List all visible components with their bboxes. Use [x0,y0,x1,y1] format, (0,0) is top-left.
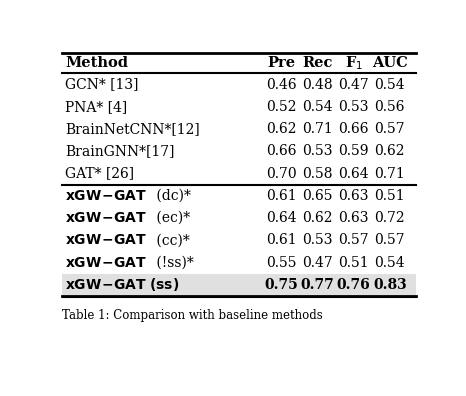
Text: (cc)*: (cc)* [152,233,190,248]
Text: 0.66: 0.66 [266,145,297,158]
Text: 0.52: 0.52 [266,100,297,114]
Text: 0.55: 0.55 [266,256,297,270]
Text: $\bf{xGW\!-\!GAT}$: $\bf{xGW\!-\!GAT}$ [65,211,147,225]
Text: 0.61: 0.61 [266,233,297,248]
Text: 0.62: 0.62 [375,145,405,158]
Text: 0.56: 0.56 [375,100,405,114]
Text: PNA* [4]: PNA* [4] [65,100,128,114]
Text: 0.59: 0.59 [338,145,369,158]
Text: $\bf{xGW\!-\!GAT}$ $\bf{(ss)}$: $\bf{xGW\!-\!GAT}$ $\bf{(ss)}$ [65,276,179,293]
Text: 0.71: 0.71 [374,167,405,181]
Text: BrainGNN*[17]: BrainGNN*[17] [65,145,175,158]
Text: 0.62: 0.62 [302,211,333,225]
Text: 0.70: 0.70 [266,167,297,181]
Text: 0.57: 0.57 [375,122,405,136]
Text: 0.76: 0.76 [337,278,370,292]
Text: 0.77: 0.77 [301,278,335,292]
Text: 0.83: 0.83 [373,278,407,292]
Text: 0.46: 0.46 [266,78,297,91]
Text: Method: Method [65,56,129,70]
Text: 0.54: 0.54 [375,256,405,270]
Text: 0.66: 0.66 [338,122,369,136]
Text: 0.75: 0.75 [265,278,298,292]
Text: 0.51: 0.51 [338,256,369,270]
Text: (dc)*: (dc)* [152,189,191,203]
Text: AUC: AUC [372,56,408,70]
Text: $\bf{xGW\!-\!GAT}$: $\bf{xGW\!-\!GAT}$ [65,189,147,203]
Text: 0.71: 0.71 [302,122,333,136]
Text: 0.51: 0.51 [375,189,405,203]
Text: $\bf{xGW\!-\!GAT}$: $\bf{xGW\!-\!GAT}$ [65,233,147,248]
Text: 0.53: 0.53 [338,100,369,114]
Text: 0.47: 0.47 [302,256,333,270]
Text: 0.64: 0.64 [338,167,369,181]
Text: 0.53: 0.53 [302,145,333,158]
Text: (ec)*: (ec)* [152,211,190,225]
Text: BrainNetCNN*[12]: BrainNetCNN*[12] [65,122,200,136]
Text: (!ss)*: (!ss)* [152,256,194,270]
Text: 0.65: 0.65 [302,189,333,203]
Text: 0.58: 0.58 [302,167,333,181]
Text: 0.72: 0.72 [375,211,405,225]
Text: GAT* [26]: GAT* [26] [65,167,135,181]
Text: Pre: Pre [267,56,295,70]
Text: 0.47: 0.47 [338,78,369,91]
Text: $\bf{xGW\!-\!GAT}$: $\bf{xGW\!-\!GAT}$ [65,256,147,270]
Text: 0.61: 0.61 [266,189,297,203]
Text: 0.62: 0.62 [266,122,297,136]
Text: 0.48: 0.48 [302,78,333,91]
Text: 0.64: 0.64 [266,211,297,225]
Text: 0.57: 0.57 [338,233,369,248]
Text: 0.54: 0.54 [302,100,333,114]
Text: 0.53: 0.53 [302,233,333,248]
Text: 0.57: 0.57 [375,233,405,248]
Bar [62,274,416,296]
Text: Table 1: Comparison with baseline methods: Table 1: Comparison with baseline method… [62,309,322,322]
Text: Rec: Rec [302,56,333,70]
Text: 0.63: 0.63 [338,211,369,225]
Text: 0.63: 0.63 [338,189,369,203]
Text: GCN* [13]: GCN* [13] [65,78,139,91]
Text: 0.54: 0.54 [375,78,405,91]
Text: F$_1$: F$_1$ [345,55,363,72]
